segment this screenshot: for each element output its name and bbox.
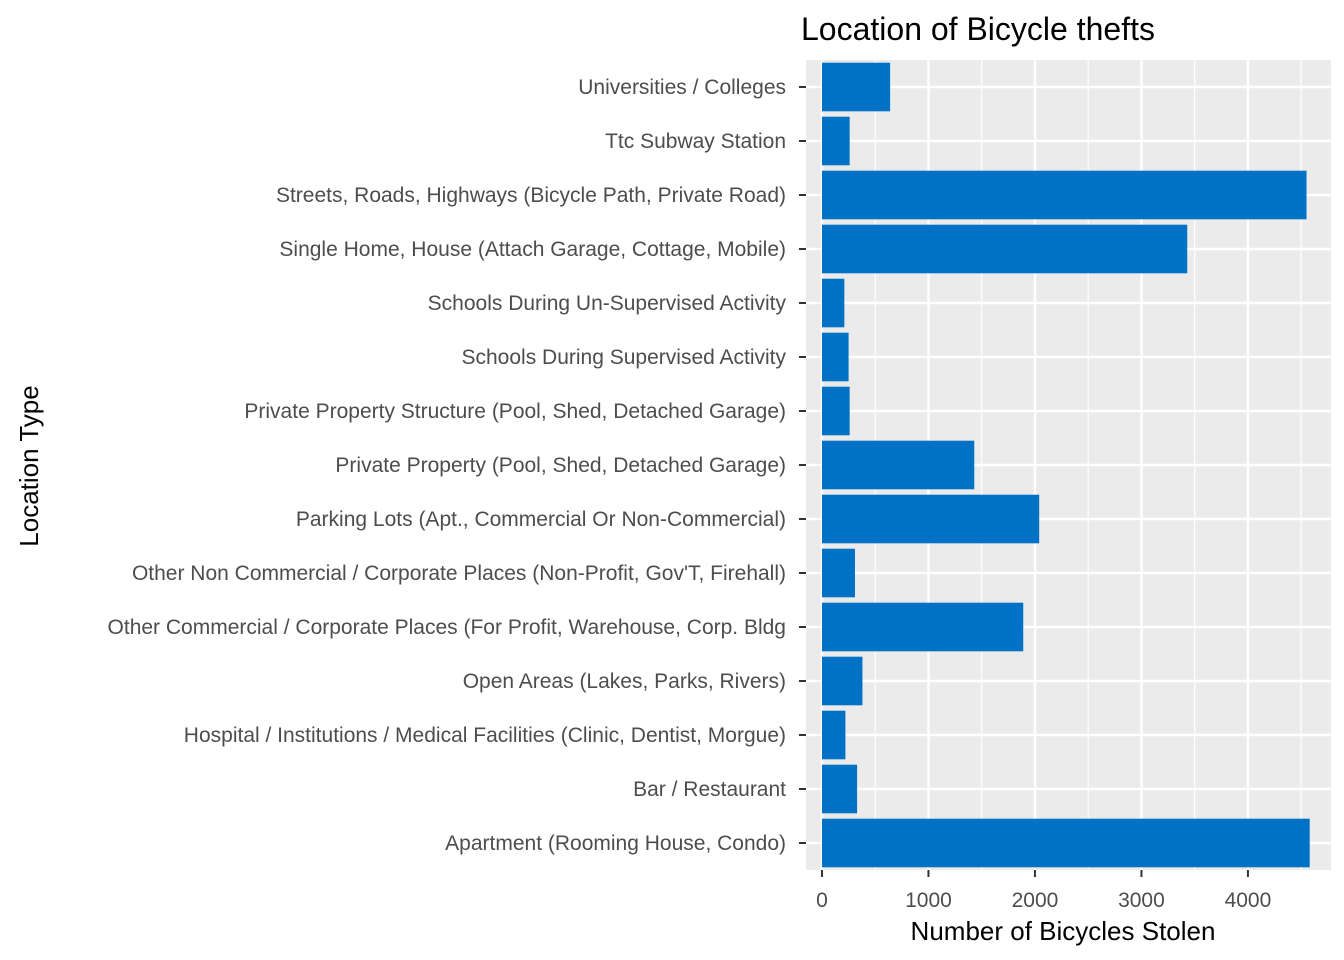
bar <box>821 602 1024 652</box>
bar <box>821 440 975 490</box>
bar <box>821 116 850 166</box>
x-tick-label: 3000 <box>1118 889 1165 912</box>
bar <box>821 278 845 328</box>
y-tick-label: Streets, Roads, Highways (Bicycle Path, … <box>276 184 786 207</box>
x-tick-label: 0 <box>816 889 828 912</box>
y-tick-label: Schools During Supervised Activity <box>462 346 787 369</box>
x-tick-label: 2000 <box>1012 889 1059 912</box>
y-tick-label: Universities / Colleges <box>578 76 786 99</box>
bar <box>821 818 1310 868</box>
y-tick-label: Apartment (Rooming House, Condo) <box>445 832 786 855</box>
y-tick-label: Other Commercial / Corporate Places (For… <box>108 616 786 639</box>
bar <box>821 62 891 112</box>
x-axis-ticks: 0 1000 2000 3000 4000 <box>816 870 1271 912</box>
y-tick-label: Parking Lots (Apt., Commercial Or Non-Co… <box>296 508 786 531</box>
y-tick-label: Other Non Commercial / Corporate Places … <box>132 562 786 585</box>
bar <box>821 764 858 814</box>
bar <box>821 224 1188 274</box>
chart-title: Location of Bicycle thefts <box>801 11 1155 47</box>
bar <box>821 656 863 706</box>
bar <box>821 710 846 760</box>
y-tick-label: Schools During Un-Supervised Activity <box>428 292 787 315</box>
y-tick-label: Private Property (Pool, Shed, Detached G… <box>335 454 786 477</box>
y-tick-label: Single Home, House (Attach Garage, Cotta… <box>279 238 786 261</box>
bar <box>821 386 850 436</box>
y-tick-label: Open Areas (Lakes, Parks, Rivers) <box>463 670 786 693</box>
x-tick-label: 4000 <box>1225 889 1272 912</box>
bar <box>821 332 849 382</box>
bar <box>821 494 1040 544</box>
y-tick-label: Hospital / Institutions / Medical Facili… <box>184 724 786 747</box>
bars <box>821 62 1310 868</box>
y-axis-ticks: Universities / Colleges Ttc Subway Statio… <box>108 76 806 855</box>
y-tick-label: Ttc Subway Station <box>605 130 786 153</box>
bar <box>821 548 855 598</box>
y-tick-label: Bar / Restaurant <box>633 778 786 801</box>
y-axis-title: Location Type <box>14 385 44 546</box>
y-tick-label: Private Property Structure (Pool, Shed, … <box>244 400 786 423</box>
bar <box>821 170 1307 220</box>
x-axis-title: Number of Bicycles Stolen <box>911 916 1216 946</box>
x-tick-label: 1000 <box>905 889 952 912</box>
